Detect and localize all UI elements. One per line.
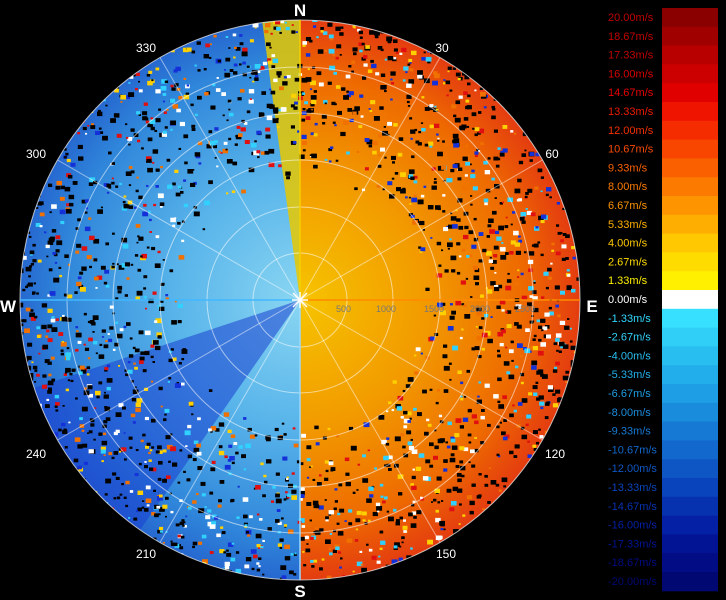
legend-swatch xyxy=(662,177,718,197)
legend-swatch xyxy=(662,26,718,47)
bearing-label-120: 120 xyxy=(545,447,565,461)
spoke-line xyxy=(159,57,301,301)
legend-swatch xyxy=(662,139,718,159)
legend-label: 10.67m/s xyxy=(608,144,654,156)
north-yellow-wedge xyxy=(262,20,300,300)
spoke-line xyxy=(159,299,301,543)
spoke-line xyxy=(299,57,441,301)
legend-label: -20.00m/s xyxy=(608,576,657,588)
legend-swatch xyxy=(662,45,718,65)
spoke-line xyxy=(299,299,543,441)
spoke-line xyxy=(57,159,301,301)
legend-label: -12.00m/s xyxy=(608,463,657,475)
legend-label: -4.00m/s xyxy=(608,350,651,362)
legend-label: 5.33m/s xyxy=(608,219,648,231)
legend-swatch xyxy=(662,572,718,592)
bearing-label-300: 300 xyxy=(26,147,46,161)
legend-swatch xyxy=(662,64,718,84)
legend-swatch xyxy=(662,8,718,28)
cardinal-north: N xyxy=(294,1,306,20)
legend-swatch xyxy=(662,120,718,141)
legend-swatch xyxy=(662,102,718,122)
legend-label: 12.00m/s xyxy=(608,125,654,137)
legend-label: -2.67m/s xyxy=(608,332,651,344)
legend-swatch xyxy=(662,496,718,517)
spoke-line xyxy=(299,299,441,543)
legend-label: -10.67m/s xyxy=(608,444,657,456)
bearing-label-210: 210 xyxy=(136,547,156,561)
radar-velocity-ppi: 500 1000 1500 2000 2500 N S W E 30 60 12… xyxy=(0,1,598,600)
bearing-label-330: 330 xyxy=(136,41,156,55)
legend-swatch xyxy=(662,271,718,291)
legend-swatch xyxy=(662,308,718,329)
legend-swatch xyxy=(662,459,718,479)
range-label: 2000 xyxy=(470,304,490,314)
legend-label: 9.33m/s xyxy=(608,162,648,174)
velocity-color-legend: 20.00m/s 18.67m/s 17.33m/s 16.00m/s 14.67m/s… xyxy=(608,8,718,592)
range-label: 2500 xyxy=(515,304,535,314)
legend-swatch xyxy=(662,534,718,554)
cardinal-south: S xyxy=(294,582,305,600)
deep-blue-band xyxy=(28,300,300,530)
legend-label: 20.00m/s xyxy=(608,12,654,24)
legend-swatch xyxy=(662,421,718,441)
legend-label: 18.67m/s xyxy=(608,31,654,43)
legend-swatch xyxy=(662,252,718,272)
legend-label: 1.33m/s xyxy=(608,275,648,287)
bearing-label-240: 240 xyxy=(26,447,46,461)
legend-swatch xyxy=(662,478,718,498)
legend-label: 8.00m/s xyxy=(608,181,648,193)
range-label: 1000 xyxy=(376,304,396,314)
legend-label: 17.33m/s xyxy=(608,50,654,62)
legend-swatch xyxy=(662,83,718,103)
bearing-label-60: 60 xyxy=(545,147,559,161)
bearing-label-30: 30 xyxy=(435,41,449,55)
spoke-line xyxy=(299,159,543,301)
legend-label: -13.33m/s xyxy=(608,482,657,494)
legend-label: -18.67m/s xyxy=(608,557,657,569)
legend-label: -9.33m/s xyxy=(608,426,651,438)
range-label: 1500 xyxy=(424,304,444,314)
legend-swatch xyxy=(662,402,718,423)
range-label: 500 xyxy=(336,304,351,314)
legend-swatch xyxy=(662,346,718,366)
bearing-spokes xyxy=(57,57,543,543)
legend-swatch xyxy=(662,327,718,347)
legend-swatch xyxy=(662,440,718,460)
legend-label: 14.67m/s xyxy=(608,87,654,99)
legend-swatch xyxy=(662,158,718,178)
legend-swatch xyxy=(662,214,718,235)
legend-swatch xyxy=(662,290,718,310)
legend-label: 0.00m/s xyxy=(608,294,648,306)
legend-label: -1.33m/s xyxy=(608,313,651,325)
cardinal-west: W xyxy=(0,297,17,316)
legend-swatch xyxy=(662,365,718,385)
legend-label: -6.67m/s xyxy=(608,388,651,400)
legend-label: -5.33m/s xyxy=(608,369,651,381)
radar-center-marker xyxy=(292,292,308,308)
legend-label: -16.00m/s xyxy=(608,520,657,532)
legend-label: 13.33m/s xyxy=(608,106,654,118)
legend-label: 2.67m/s xyxy=(608,256,648,268)
cardinal-east: E xyxy=(586,297,597,316)
legend-label: -17.33m/s xyxy=(608,538,657,550)
bearing-label-150: 150 xyxy=(436,547,456,561)
legend-swatch xyxy=(662,196,718,216)
spoke-line xyxy=(57,299,301,441)
legend-swatch xyxy=(662,384,718,404)
legend-label: 6.67m/s xyxy=(608,200,648,212)
legend-label: 16.00m/s xyxy=(608,68,654,80)
legend-label: 4.00m/s xyxy=(608,238,648,250)
legend-swatch xyxy=(662,233,718,253)
legend-label: -8.00m/s xyxy=(608,407,651,419)
legend-swatch xyxy=(662,515,718,535)
legend-swatch xyxy=(662,553,718,573)
legend-label: -14.67m/s xyxy=(608,501,657,513)
